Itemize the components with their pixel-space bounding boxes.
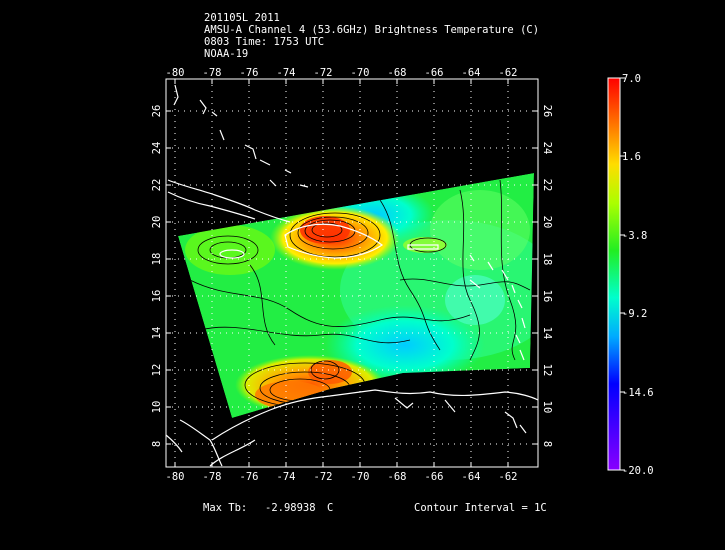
- lon-label: -74: [277, 471, 296, 483]
- lat-label: 22: [151, 179, 163, 192]
- title-channel: AMSU-A Channel 4 (53.6GHz) Brightness Te…: [204, 24, 540, 36]
- lon-label: -78: [203, 471, 222, 483]
- lon-labels-bottom: -80 -78 -76 -74 -72 -70 -68 -66 -64 -62: [166, 471, 518, 483]
- lat-label: 20: [151, 216, 163, 229]
- lat-label: 8: [541, 441, 553, 447]
- lon-label: -66: [425, 471, 444, 483]
- lat-label: 16: [541, 290, 553, 303]
- lat-label: 8: [151, 441, 163, 447]
- lat-label: 12: [151, 364, 163, 377]
- lat-label: 16: [151, 290, 163, 303]
- lat-lon-grid: [166, 79, 538, 467]
- lon-label: -80: [166, 67, 185, 79]
- max-tb-unit: C: [327, 502, 334, 514]
- lon-label: -72: [314, 471, 333, 483]
- colorbar-label: -20.0: [622, 465, 654, 477]
- lat-label: 22: [541, 179, 553, 192]
- plot-frame: [165, 78, 539, 468]
- lon-label: -62: [499, 67, 518, 79]
- lon-label: -76: [240, 471, 259, 483]
- lat-label: 24: [151, 142, 163, 155]
- lon-label: -74: [277, 67, 296, 79]
- max-tb-value: -2.98938: [265, 502, 316, 514]
- lon-label: -62: [499, 471, 518, 483]
- lon-label: -80: [166, 471, 185, 483]
- lat-labels-left: 8 10 12 14 16 18 20 22 24 26: [151, 105, 163, 447]
- colorbar-labels: 7.0 1.6 -3.8 -9.2 -14.6 -20.0: [622, 73, 654, 477]
- title-storm-id: 201105L 2011: [204, 12, 280, 24]
- axis-ticks: [166, 79, 538, 467]
- lat-label: 18: [541, 253, 553, 266]
- title-satellite: NOAA-19: [204, 48, 249, 60]
- max-tb-label: Max Tb:: [203, 502, 248, 514]
- coastlines: [165, 84, 539, 467]
- contour-interval: Contour Interval = 1C: [414, 502, 547, 514]
- lon-label: -68: [388, 471, 407, 483]
- lon-label: -78: [203, 67, 222, 79]
- lat-label: 14: [541, 327, 553, 340]
- lon-label: -72: [314, 67, 333, 79]
- lat-labels-right: 8 10 12 14 16 18 20 22 24 26: [541, 105, 553, 447]
- lat-label: 10: [151, 401, 163, 414]
- lat-label: 20: [541, 216, 553, 229]
- lon-label: -70: [351, 471, 370, 483]
- colorbar-label: -3.8: [622, 230, 647, 242]
- contour-lines: [189, 179, 531, 408]
- lon-labels-top: -80 -78 -76 -74 -72 -70 -68 -66 -64 -62: [166, 67, 518, 79]
- lat-label: 10: [541, 401, 553, 414]
- colorbar-label: 7.0: [622, 73, 641, 85]
- lon-label: -76: [240, 67, 259, 79]
- colorbar-ticks: [620, 77, 625, 471]
- lat-label: 26: [541, 105, 553, 118]
- colorbar-label: 1.6: [622, 151, 641, 163]
- lon-label: -68: [388, 67, 407, 79]
- colorbar: [607, 77, 621, 471]
- lat-label: 26: [151, 105, 163, 118]
- colorbar-label: -9.2: [622, 308, 647, 320]
- colorbar-label: -14.6: [622, 387, 654, 399]
- lat-label: 14: [151, 327, 163, 340]
- lat-label: 12: [541, 364, 553, 377]
- lon-label: -70: [351, 67, 370, 79]
- lat-label: 18: [151, 253, 163, 266]
- lon-label: -64: [462, 67, 481, 79]
- lon-label: -66: [425, 67, 444, 79]
- lat-label: 24: [541, 142, 553, 155]
- lon-label: -64: [462, 471, 481, 483]
- title-time: 0803 Time: 1753 UTC: [204, 36, 325, 48]
